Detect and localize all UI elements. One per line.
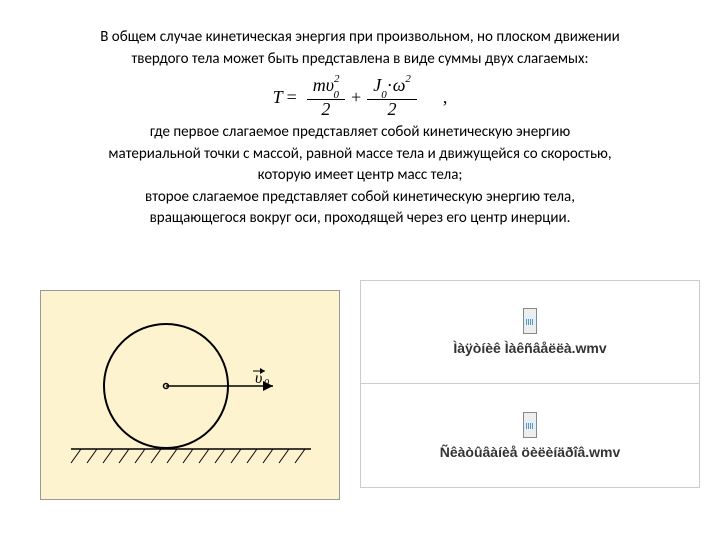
formula-w-sup: 2 bbox=[405, 73, 411, 85]
kinetic-energy-formula: T = mυ20 2 + J0·ω2 2 , bbox=[40, 75, 680, 119]
video-item-1[interactable]: Ìàÿòíèê Ìàêñâåëëà.wmv bbox=[360, 280, 700, 384]
video-file-icon bbox=[523, 412, 537, 438]
formula-v-sub: 0 bbox=[334, 89, 340, 101]
ground-hatching bbox=[71, 449, 305, 463]
explain-line-1: где первое слагаемое представляет собой … bbox=[40, 123, 680, 143]
formula-T: T bbox=[273, 86, 283, 109]
velocity-label: υ bbox=[255, 370, 262, 387]
formula-term2: J0·ω2 2 bbox=[367, 75, 417, 119]
video-item-2[interactable]: Ñêàòûâàíèå öèëèíäðîâ.wmv bbox=[360, 384, 700, 488]
intro-text: В общем случае кинетическая энергия при … bbox=[0, 0, 720, 229]
intro-line-2: твердого тела может быть представлена в … bbox=[40, 50, 680, 70]
formula-comma: , bbox=[443, 86, 448, 109]
formula-v: υ bbox=[326, 75, 334, 95]
formula-term1: mυ20 2 bbox=[307, 75, 345, 119]
bottom-area: υ 0 Ìàÿòíèê Ìàêñâåëëà.wmv Ñêàòûâàíèå öèë… bbox=[0, 280, 720, 540]
formula-eq: = bbox=[287, 86, 297, 109]
formula-den1: 2 bbox=[315, 100, 336, 120]
diagram-svg: υ 0 bbox=[41, 291, 341, 501]
video-filename-1: Ìàÿòíèê Ìàêñâåëëà.wmv bbox=[453, 340, 606, 356]
video-filename-2: Ñêàòûâàíèå öèëèíäðîâ.wmv bbox=[440, 444, 621, 460]
formula-v-sup: 2 bbox=[334, 73, 340, 85]
explain-line-5: вращающегося вокруг оси, проходящей чере… bbox=[40, 209, 680, 229]
intro-line-1: В общем случае кинетическая энергия при … bbox=[40, 28, 680, 48]
video-file-icon bbox=[523, 308, 537, 334]
formula-w: ω bbox=[393, 75, 406, 95]
explain-line-4: второе слагаемое представляет собой кине… bbox=[40, 188, 680, 208]
video-list: Ìàÿòíèê Ìàêñâåëëà.wmv Ñêàòûâàíèå öèëèíäð… bbox=[360, 280, 710, 540]
explain-line-3: которую имеет центр масс тела; bbox=[40, 166, 680, 186]
formula-plus: + bbox=[351, 86, 361, 109]
rolling-circle-diagram: υ 0 bbox=[40, 290, 340, 500]
explain-line-2: материальной точки с массой, равной масс… bbox=[40, 145, 680, 165]
formula-m: m bbox=[313, 75, 326, 95]
velocity-label-sub: 0 bbox=[264, 378, 269, 389]
formula-den2: 2 bbox=[382, 100, 403, 120]
formula-J: J bbox=[373, 75, 381, 95]
formula-J-sub: 0 bbox=[381, 89, 387, 101]
